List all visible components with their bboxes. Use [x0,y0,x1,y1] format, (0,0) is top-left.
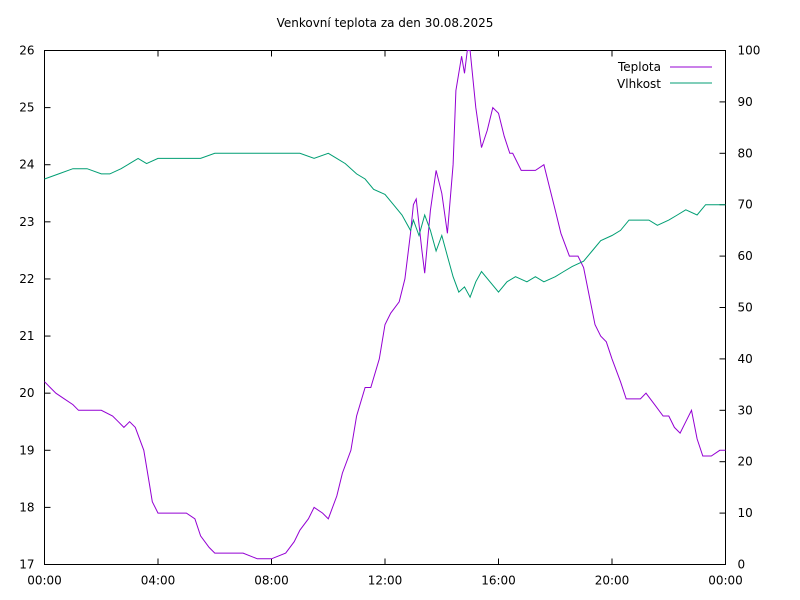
series-line-vlhkost [44,152,726,299]
y2-tick-label: 20 [738,455,753,469]
y-tick-label: 24 [19,158,34,172]
x-tick-label: 04:00 [141,574,176,588]
y2-tick-label: 50 [738,301,753,315]
y-tick-label: 26 [19,44,34,58]
y2-tick-label: 60 [738,249,753,263]
series-line-teplota [44,50,726,560]
legend-label-teplota: Teplota [617,60,661,74]
y-tick-label: 22 [19,272,34,286]
x-tick-label: 20:00 [595,574,630,588]
y-tick-label: 21 [19,329,34,343]
legend-label-vlhkost: Vlhkost [617,77,661,91]
x-tick-label: 12:00 [368,574,403,588]
x-tick-label: 08:00 [254,574,289,588]
y-tick-label: 19 [19,443,34,457]
y2-tick-label: 100 [738,44,761,58]
y2-tick-label: 40 [738,352,753,366]
y2-tick-label: 80 [738,146,753,160]
legend: Teplota Vlhkost [617,60,712,91]
y-tick-label: 23 [19,215,34,229]
y2-tick-label: 10 [738,506,753,520]
y-tick-label: 20 [19,386,34,400]
x-tick-label: 00:00 [708,574,743,588]
y-tick-label: 17 [19,558,34,572]
x-tick-label: 16:00 [481,574,516,588]
y-axis-right: 0 10 20 30 40 50 60 70 80 90 100 [719,44,761,572]
x-axis: 00:00 04:00 08:00 12:00 16:00 20:00 00:00 [27,50,743,588]
x-tick-label: 00:00 [27,574,62,588]
y2-tick-label: 90 [738,95,753,109]
series-layer [44,50,726,560]
y-tick-label: 25 [19,101,34,115]
chart-title: Venkovní teplota za den 30.08.2025 [277,16,494,30]
y2-tick-label: 0 [738,558,746,572]
y2-tick-label: 70 [738,198,753,212]
plot-frame [44,50,726,565]
y-axis-left: 17 18 19 20 21 22 23 24 25 26 [19,44,51,572]
y2-tick-label: 30 [738,403,753,417]
y-tick-label: 18 [19,500,34,514]
